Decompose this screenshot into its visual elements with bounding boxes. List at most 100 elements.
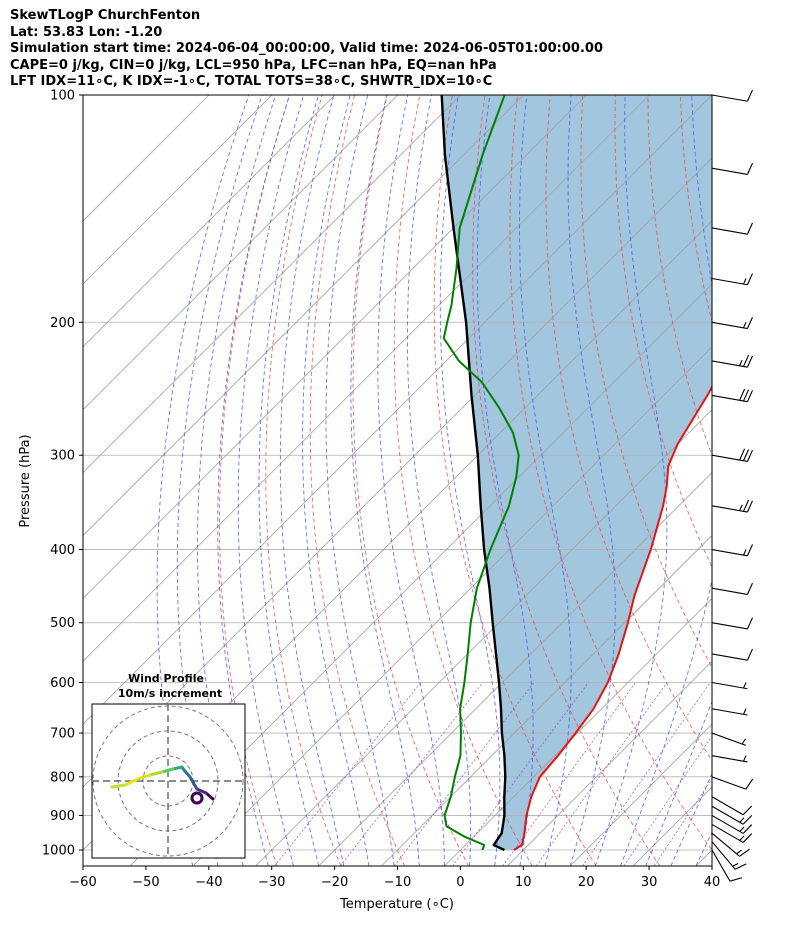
- barb-feather: [746, 390, 753, 402]
- dry-adiabat: [778, 95, 794, 866]
- barb-half-feather: [743, 755, 747, 762]
- barb-feather: [742, 805, 753, 816]
- moist-adiabat: [620, 95, 712, 866]
- moist-adiabat: [279, 95, 345, 866]
- wind-barb: [711, 832, 750, 857]
- y-tick-label: 500: [50, 616, 75, 631]
- dry-adiabat: [713, 95, 794, 866]
- temperature-line: [513, 384, 712, 851]
- barb-feather: [746, 617, 753, 630]
- hodograph-segment: [148, 770, 164, 777]
- profile-lines: [440, 95, 712, 852]
- isotherm-line: [255, 409, 712, 866]
- dry-adiabat: [545, 95, 712, 762]
- isotherm-line: [759, 95, 794, 866]
- wind-barb: [711, 388, 753, 403]
- barb-half-feather: [739, 826, 745, 832]
- barb-half-feather: [743, 682, 747, 689]
- hodograph-segment: [160, 767, 175, 774]
- mixing-ratio-line: [582, 682, 711, 866]
- barb-feather: [746, 273, 753, 285]
- isotherm-line: [83, 95, 336, 348]
- barb-feather: [743, 499, 750, 512]
- barb-feather: [746, 648, 753, 661]
- barb-half-feather: [743, 278, 747, 285]
- barb-shaft: [711, 708, 748, 716]
- barb-shaft: [711, 776, 747, 790]
- barb-shaft: [711, 823, 744, 843]
- y-axis-label: Pressure (hPa): [18, 434, 33, 527]
- dry-adiabat: [393, 95, 533, 866]
- wind-barb: [711, 273, 753, 286]
- x-tick-label: 40: [704, 875, 721, 890]
- parcel-line: [440, 95, 507, 852]
- wind-barb: [711, 222, 753, 235]
- barb-shaft: [711, 454, 748, 463]
- wind-barb: [711, 648, 753, 661]
- barb-shaft: [711, 321, 748, 330]
- hodograph-content: [92, 704, 245, 858]
- hodograph-subtitle: 10m/s increment: [118, 687, 222, 700]
- x-tick-label: −30: [258, 875, 285, 890]
- x-tick-label: 20: [578, 875, 595, 890]
- indices-line-1: CAPE=0 j/kg, CIN=0 j/kg, LCL=950 hPa, LF…: [10, 57, 497, 73]
- moist-adiabat: [258, 95, 320, 866]
- wind-barb: [711, 823, 753, 843]
- wind-barb: [711, 354, 753, 368]
- isotherm-line: [83, 95, 398, 411]
- hodograph-title: Wind Profile: [128, 672, 204, 685]
- y-tick-label: 400: [50, 543, 75, 558]
- barb-half-feather: [743, 549, 747, 556]
- barb-feather: [742, 824, 753, 834]
- x-tick-label: 10: [515, 875, 532, 890]
- barb-half-feather: [743, 321, 747, 329]
- wind-barb: [711, 708, 748, 716]
- wind-barb: [711, 544, 753, 557]
- moist-adiabat: [406, 95, 472, 866]
- barb-half-feather: [743, 708, 747, 715]
- isotherm-line: [83, 95, 587, 599]
- hodograph-segment: [188, 775, 199, 791]
- y-tick-label: 600: [50, 676, 75, 691]
- wind-barb: [711, 89, 753, 102]
- barb-feather: [729, 877, 743, 882]
- x-tick-label: −40: [195, 875, 222, 890]
- mixing-ratio-line: [394, 682, 535, 866]
- dry-adiabat: [265, 95, 342, 866]
- barb-feather: [745, 778, 754, 790]
- wind-barb: [711, 162, 753, 175]
- y-tick-label: 1000: [42, 844, 75, 859]
- barb-feather: [743, 354, 750, 367]
- barb-shaft: [711, 227, 748, 235]
- barb-half-feather: [739, 835, 745, 841]
- wind-barb: [711, 499, 753, 513]
- moist-adiabat: [670, 772, 712, 866]
- moist-adiabat: [217, 95, 291, 866]
- barb-feather: [739, 388, 746, 401]
- dewpoint-line: [442, 95, 520, 851]
- x-axis-ticks: −60 −50 −40 −30 −20 −10 0 10 20 30 40: [69, 866, 720, 890]
- moist-adiabat: [645, 700, 712, 866]
- isotherm-line: [381, 534, 712, 866]
- barb-half-feather: [741, 738, 746, 745]
- barb-feather: [734, 863, 747, 870]
- wind-barb: [711, 841, 747, 870]
- x-tick-label: −50: [132, 875, 159, 890]
- isotherm-line: [192, 346, 712, 866]
- moist-adiabat: [476, 95, 534, 866]
- barb-feather: [746, 544, 753, 557]
- dry-adiabat: [472, 95, 661, 866]
- dry-adiabat: [309, 95, 406, 866]
- wind-barb: [711, 805, 753, 825]
- y-axis-ticks: 100 200 300 400 500 600 700 800 900 1000: [42, 89, 83, 859]
- moist-adiabat: [237, 95, 305, 866]
- barb-shaft: [711, 814, 744, 834]
- barb-feather: [746, 582, 753, 595]
- mixing-ratio-line: [452, 682, 589, 866]
- isotherm-line: [83, 95, 524, 537]
- mixing-ratio-line: [653, 778, 712, 866]
- dry-adiabat: [746, 95, 794, 866]
- wind-barb: [711, 582, 753, 595]
- barb-shaft: [711, 755, 748, 763]
